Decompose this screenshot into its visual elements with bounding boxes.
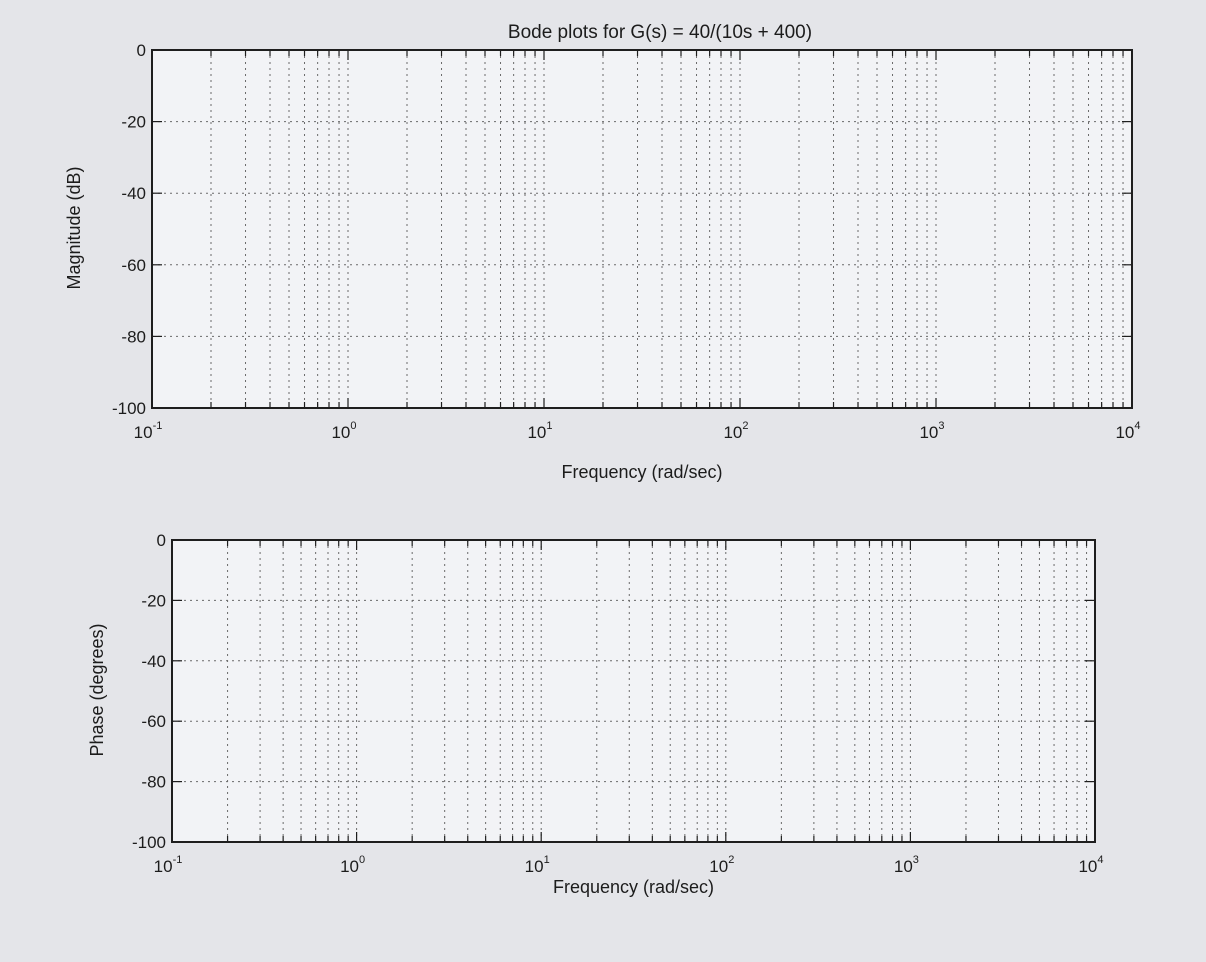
magnitude-x-tick-labels: 10-1 100 101 102 103 104	[134, 420, 1141, 442]
phase-y-tick-label: 0	[157, 531, 166, 550]
magnitude-axes-frame	[151, 49, 1133, 409]
phase-y-tick-label: -40	[141, 652, 166, 671]
magnitude-y-tick-label: -20	[121, 113, 146, 132]
phase-axes-frame	[171, 539, 1096, 843]
magnitude-x-tick-label: 101	[527, 420, 552, 442]
magnitude-x-tick-label: 102	[723, 420, 748, 442]
phase-y-tick-label: -100	[132, 833, 166, 852]
magnitude-x-axis-label: Frequency (rad/sec)	[561, 462, 722, 482]
phase-y-tick-label: -80	[141, 773, 166, 792]
magnitude-grid	[152, 50, 1132, 408]
magnitude-y-tick-label: -100	[112, 399, 146, 418]
magnitude-x-tick-label: 10-1	[134, 420, 163, 442]
magnitude-y-axis-label: Magnitude (dB)	[64, 166, 84, 289]
phase-y-tick-label: -20	[141, 591, 166, 610]
phase-x-tick-label: 103	[894, 854, 919, 876]
magnitude-x-tick-label: 104	[1115, 420, 1140, 442]
phase-y-tick-label: -60	[141, 712, 166, 731]
phase-plot-area	[172, 540, 1095, 842]
phase-grid	[172, 540, 1095, 842]
phase-y-axis-label: Phase (degrees)	[87, 623, 107, 756]
phase-plot: 0 -20 -40 -60 -80 -100 10-1 100 101 102 103 104 Fr…	[87, 531, 1104, 897]
phase-x-axis-label: Frequency (rad/sec)	[553, 877, 714, 897]
magnitude-y-tick-labels: 0 -20 -40 -60 -80 -100	[112, 41, 146, 418]
phase-x-tick-label: 10-1	[154, 854, 183, 876]
magnitude-y-tick-label: -60	[121, 256, 146, 275]
magnitude-x-tick-label: 103	[919, 420, 944, 442]
phase-x-tick-label: 104	[1078, 854, 1103, 876]
magnitude-y-tick-label: -80	[121, 327, 146, 346]
magnitude-y-tick-label: 0	[137, 41, 146, 60]
magnitude-plot-area	[152, 50, 1132, 408]
phase-x-tick-label: 100	[340, 854, 365, 876]
phase-x-tick-label: 102	[709, 854, 734, 876]
phase-x-tick-label: 101	[525, 854, 550, 876]
magnitude-x-tick-label: 100	[331, 420, 356, 442]
figure-title: Bode plots for G(s) = 40/(10s + 400)	[508, 22, 812, 43]
magnitude-y-tick-label: -40	[121, 184, 146, 203]
magnitude-plot: 0 -20 -40 -60 -80 -100 10-1 100 101 102 103 104 Fr…	[64, 41, 1141, 482]
phase-x-tick-labels: 10-1 100 101 102 103 104	[154, 854, 1104, 876]
phase-y-tick-labels: 0 -20 -40 -60 -80 -100	[132, 531, 166, 852]
